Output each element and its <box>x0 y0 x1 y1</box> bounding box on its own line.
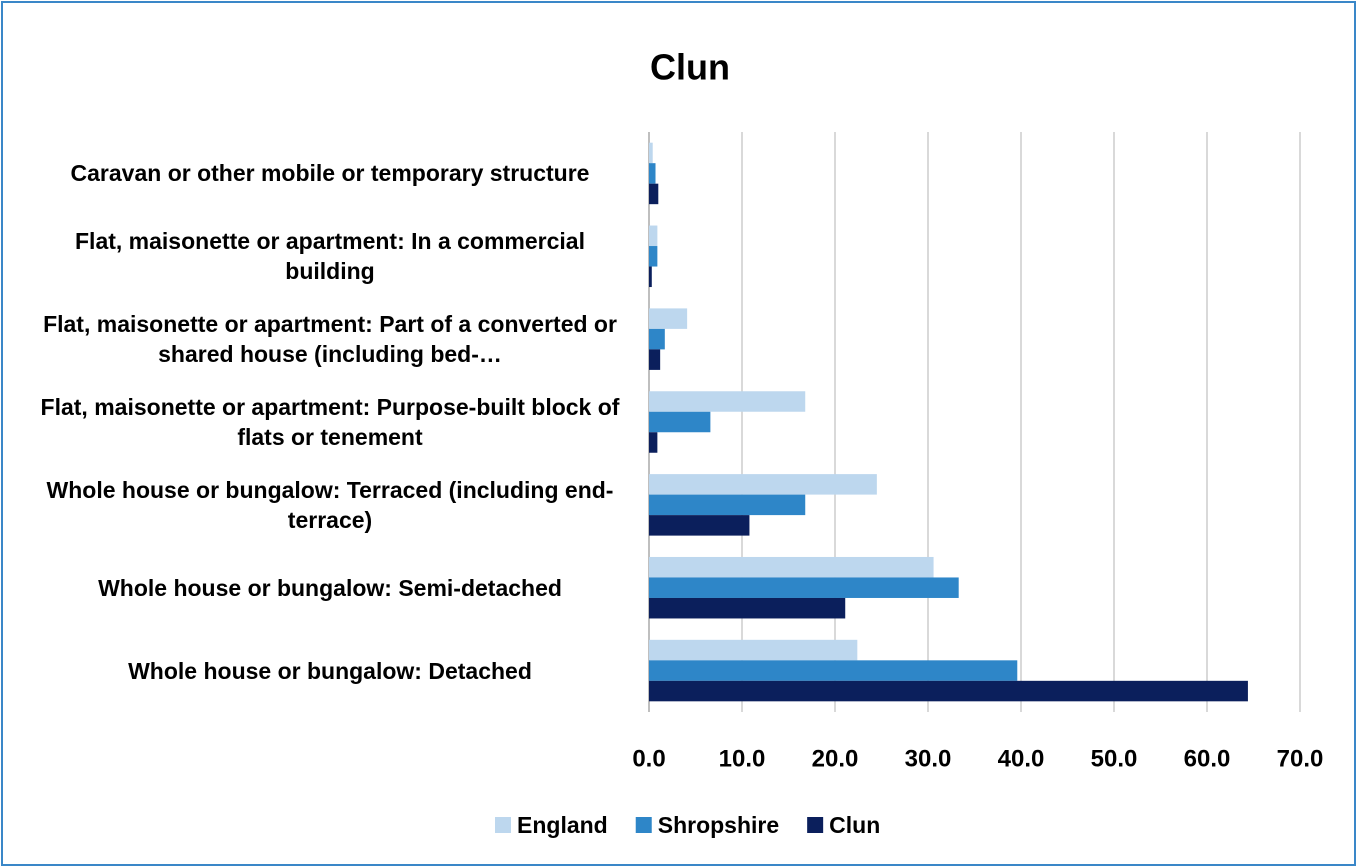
bar <box>649 515 750 536</box>
x-tick-label: 70.0 <box>1277 745 1324 772</box>
bar <box>649 266 652 288</box>
x-tick-label: 0.0 <box>632 745 665 772</box>
bar <box>649 432 658 453</box>
legend-label: England <box>517 812 608 838</box>
bar <box>649 411 711 433</box>
legend-label: Clun <box>829 812 880 838</box>
bar <box>649 680 1248 702</box>
bar <box>649 308 688 329</box>
y-tick-label: Whole house or bungalow: Terraced (inclu… <box>46 476 614 533</box>
chart-title: Clun <box>650 47 730 88</box>
x-tick-label: 30.0 <box>905 745 952 772</box>
bar <box>649 225 658 247</box>
bar <box>649 328 665 350</box>
bar <box>649 577 959 598</box>
y-tick-label: Flat, maisonette or apartment: Purpose-b… <box>40 394 620 450</box>
y-tick-label: Flat, maisonette or apartment: In a comm… <box>75 228 585 285</box>
x-tick-label: 40.0 <box>998 745 1045 772</box>
bar <box>649 556 934 578</box>
legend-swatch <box>635 817 652 833</box>
legend-swatch <box>807 817 824 833</box>
x-tick-label: 60.0 <box>1184 745 1231 772</box>
y-tick-label: Caravan or other mobile or temporary str… <box>70 160 590 187</box>
bar <box>649 660 1018 681</box>
bar <box>649 349 661 370</box>
bar <box>649 142 653 164</box>
bar <box>649 494 806 516</box>
bar <box>649 391 806 412</box>
x-tick-label: 20.0 <box>812 745 859 772</box>
legend-label: Shropshire <box>658 812 779 838</box>
bar <box>649 183 659 205</box>
bar <box>649 246 658 267</box>
y-tick-label: Flat, maisonette or apartment: Part of a… <box>43 311 617 368</box>
bar <box>649 474 877 495</box>
legend-swatch <box>495 817 511 833</box>
bar <box>649 639 858 661</box>
bar <box>649 597 846 619</box>
x-tick-label: 50.0 <box>1091 745 1138 772</box>
y-tick-label: Whole house or bungalow: Semi-detached <box>98 574 562 601</box>
x-tick-label: 10.0 <box>719 745 766 772</box>
bar <box>649 163 656 184</box>
y-tick-label: Whole house or bungalow: Detached <box>128 657 532 684</box>
